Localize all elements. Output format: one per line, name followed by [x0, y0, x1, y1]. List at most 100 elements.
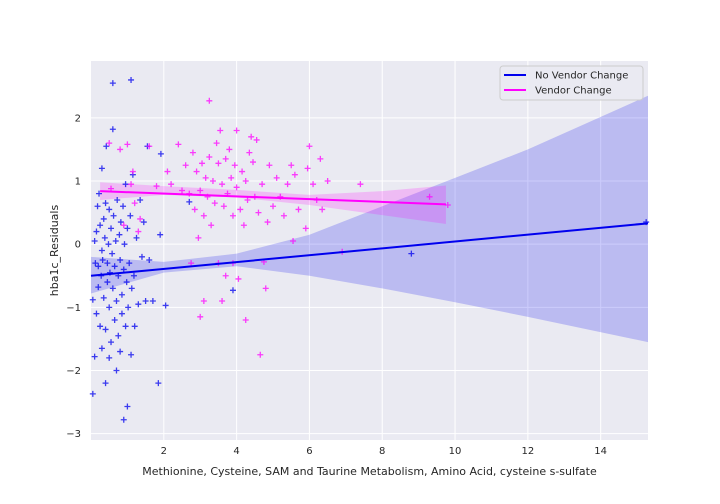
data-point: [142, 298, 149, 305]
data-point: [213, 140, 220, 147]
data-point: [310, 181, 317, 188]
data-point: [197, 187, 204, 194]
y-tick-label: 0: [75, 240, 81, 251]
y-axis-label: hba1c_Residuals: [48, 205, 61, 297]
regression-line-1: [100, 190, 446, 206]
data-point: [237, 206, 244, 213]
data-point: [120, 203, 127, 210]
data-point: [217, 127, 224, 134]
data-point: [108, 225, 115, 232]
grid-lines: [91, 61, 648, 440]
data-point: [250, 159, 257, 166]
data-point: [113, 298, 120, 305]
data-point: [153, 183, 160, 190]
x-tick-label: 12: [521, 446, 534, 457]
data-point: [302, 225, 309, 232]
x-tick-label: 2: [161, 446, 167, 457]
data-point: [306, 143, 313, 150]
data-point: [128, 285, 135, 292]
data-point: [131, 200, 138, 207]
data-point: [124, 403, 131, 410]
regression-lines: [90, 190, 649, 277]
data-point: [211, 200, 218, 207]
data-point: [290, 238, 297, 245]
data-point: [109, 80, 116, 87]
data-point: [233, 184, 240, 191]
data-point: [116, 231, 123, 238]
data-point: [109, 250, 116, 257]
x-tick-label: 6: [306, 446, 312, 457]
y-tick-label: 1: [75, 177, 81, 188]
data-point: [106, 206, 113, 213]
data-point: [97, 222, 104, 229]
data-point: [206, 154, 213, 161]
data-point: [89, 296, 96, 303]
data-point: [137, 196, 144, 203]
data-point: [229, 287, 236, 294]
x-axis-label: Methionine, Cysteine, SAM and Taurine Me…: [142, 465, 597, 478]
data-point: [108, 339, 115, 346]
data-point: [193, 168, 200, 175]
data-point: [239, 168, 246, 175]
data-point: [357, 181, 364, 188]
data-point: [113, 367, 120, 374]
data-point: [117, 219, 124, 226]
data-point: [111, 316, 118, 323]
data-point: [146, 256, 153, 263]
legend-label-no-vendor-change: No Vendor Change: [535, 71, 628, 82]
data-point: [182, 162, 189, 169]
data-point: [98, 345, 105, 352]
data-point: [128, 76, 135, 83]
data-point: [186, 198, 193, 205]
data-point: [273, 174, 280, 181]
data-point: [106, 304, 113, 311]
x-tick-label: 8: [379, 446, 385, 457]
data-point: [202, 174, 209, 181]
data-point: [270, 203, 277, 210]
data-point: [179, 187, 186, 194]
data-point: [112, 238, 119, 245]
data-point: [209, 178, 216, 185]
data-point: [317, 155, 324, 162]
data-point: [95, 263, 102, 270]
data-points: [89, 76, 650, 423]
data-point: [100, 294, 107, 301]
data-point: [197, 313, 204, 320]
data-point: [128, 181, 135, 188]
data-point: [126, 260, 133, 267]
data-point: [93, 310, 100, 317]
data-point: [98, 247, 105, 254]
data-point: [102, 380, 109, 387]
legend-label-vendor-change: Vendor Change: [535, 86, 612, 97]
data-point: [206, 97, 213, 104]
data-point: [426, 193, 433, 200]
data-point: [130, 272, 137, 279]
data-point: [280, 212, 287, 219]
data-point: [157, 231, 164, 238]
data-point: [124, 141, 131, 148]
data-point: [96, 190, 103, 197]
data-point: [215, 160, 222, 167]
data-point: [242, 316, 249, 323]
data-point: [242, 178, 249, 185]
data-point: [244, 196, 251, 203]
data-point: [189, 149, 196, 156]
y-axis-ticks: −3 −2 −1 0 1 2: [66, 113, 81, 440]
data-point: [117, 146, 124, 153]
data-point: [208, 222, 215, 229]
data-point: [102, 326, 109, 333]
y-tick-label: −2: [66, 366, 81, 377]
data-point: [162, 302, 169, 309]
data-point: [228, 174, 235, 181]
data-point: [98, 165, 105, 172]
data-point: [304, 165, 311, 172]
data-point: [101, 234, 108, 241]
data-point: [255, 209, 262, 216]
regression-line-0: [90, 222, 649, 277]
data-point: [233, 127, 240, 134]
data-point: [114, 196, 121, 203]
data-point: [319, 206, 326, 213]
confidence-band-0: [91, 95, 648, 343]
data-point: [89, 390, 96, 397]
